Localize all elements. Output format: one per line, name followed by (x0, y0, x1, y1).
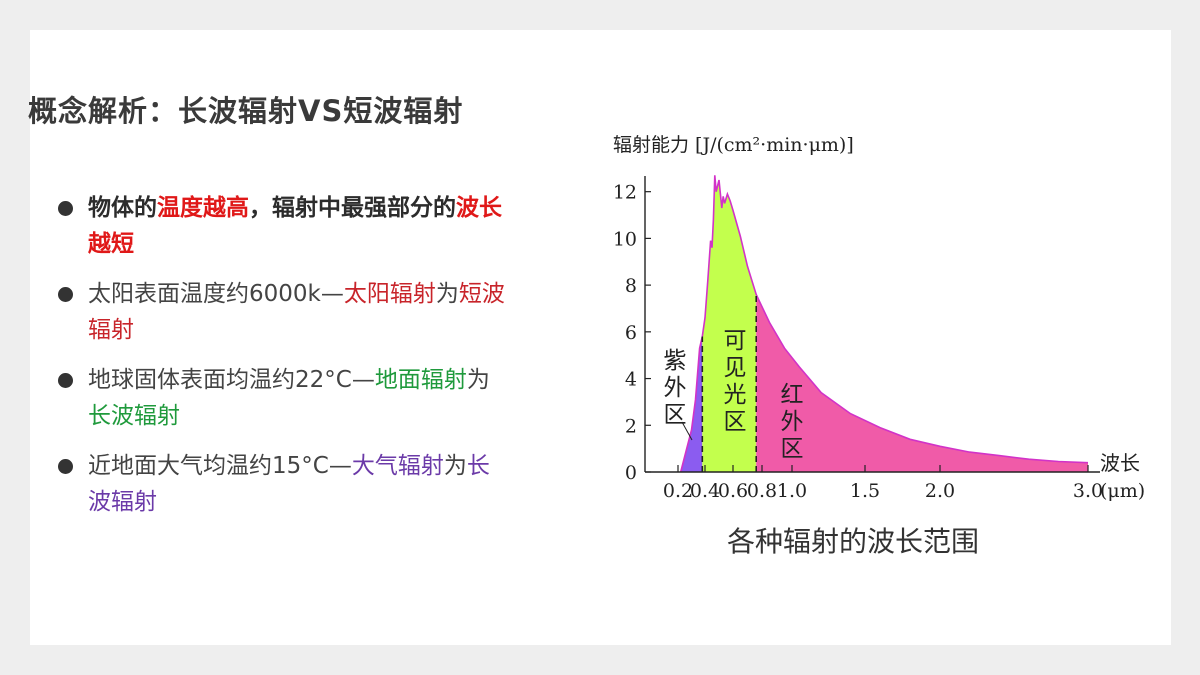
bullet-list: 物体的温度越高，辐射中最强部分的波长越短 太阳表面温度约6000k—太阳辐射为短… (58, 190, 508, 534)
y-tick-label: 0 (625, 462, 637, 484)
x-tick-label: 0.4 (690, 480, 720, 502)
region-fill-1 (680, 336, 703, 472)
bullet-2-part-2: 太阳辐射 (343, 281, 436, 307)
y-tick-label: 2 (625, 415, 637, 437)
y-tick-label: 4 (625, 369, 637, 391)
bullet-item-4: 近地面大气均温约15°C—大气辐射为长波辐射 (58, 448, 508, 520)
region-label-2: 可见光区 (724, 328, 747, 435)
bullet-2-part-4: 短波辐射 (88, 281, 505, 343)
bullet-4-part-4: 长波辐射 (88, 453, 490, 515)
bullet-3-part-4: 长波辐射 (88, 403, 180, 429)
y-axis-label: 辐射能力 [J/(cm²·min·μm)] (613, 134, 854, 156)
bullet-1-part-3: ，辐射中最强部分的 (249, 195, 456, 221)
x-tick-label: 0.2 (663, 480, 693, 502)
y-tick-label: 10 (613, 228, 637, 250)
bullet-item-2: 太阳表面温度约6000k—太阳辐射为短波辐射 (58, 276, 508, 348)
bullet-4-part-3: 为 (443, 453, 467, 479)
x-axis-unit: (μm) (1100, 480, 1145, 502)
region-fill-3 (756, 294, 1088, 472)
bullet-dot-icon (58, 201, 73, 216)
chart-axes: 0 2 4 6 8 10 12 0.20.40.60.8 1.0 1.5 2.0 3.0 (613, 176, 1103, 502)
x-axis-label: 波长 (1100, 451, 1140, 475)
bullet-3-part-3: 为 (466, 367, 490, 393)
x-tick-label: 3.0 (1073, 480, 1103, 502)
x-tick-label: 0.8 (747, 480, 777, 502)
bullet-item-1: 物体的温度越高，辐射中最强部分的波长越短 (58, 190, 508, 262)
region-label-3: 红外区 (781, 382, 804, 462)
spectrum-curve-line (679, 175, 1089, 473)
bullet-1-part-2: 温度越高 (157, 195, 249, 221)
y-tick-label: 8 (625, 275, 637, 297)
bullet-dot-icon (58, 287, 73, 302)
bullet-1-part-1: 物体的 (88, 195, 157, 221)
chart-caption: 各种辐射的波长范围 (726, 525, 979, 558)
region-label-1: 紫外区 (664, 348, 687, 428)
bullet-4-part-2: 大气辐射 (351, 453, 444, 479)
bullet-1-part-4: 波长越短 (88, 195, 502, 257)
x-tick-label: 2.0 (925, 480, 955, 502)
bullet-3-part-1: 地球固体表面均温约22°C— (88, 367, 375, 393)
x-tick-label: 1.0 (777, 480, 807, 502)
y-tick-label: 12 (613, 182, 637, 204)
y-tick-label: 6 (625, 322, 637, 344)
slide (30, 30, 1171, 645)
uv-pointer-line (681, 421, 693, 441)
x-tick-label: 0.6 (718, 480, 748, 502)
spectrum-fill-group (679, 175, 1089, 473)
bullet-4-part-1: 近地面大气均温约15°C— (88, 453, 352, 479)
bullet-2-part-3: 为 (435, 281, 459, 307)
bullet-dot-icon (58, 459, 73, 474)
slide-title: 概念解析：长波辐射VS短波辐射 (28, 94, 464, 128)
bullet-3-part-2: 地面辐射 (374, 367, 467, 393)
bullet-item-3: 地球固体表面均温约22°C—地面辐射为长波辐射 (58, 362, 508, 434)
x-tick-label: 1.5 (850, 480, 880, 502)
bullet-2-part-1: 太阳表面温度约6000k— (88, 281, 344, 307)
bullet-dot-icon (58, 373, 73, 388)
